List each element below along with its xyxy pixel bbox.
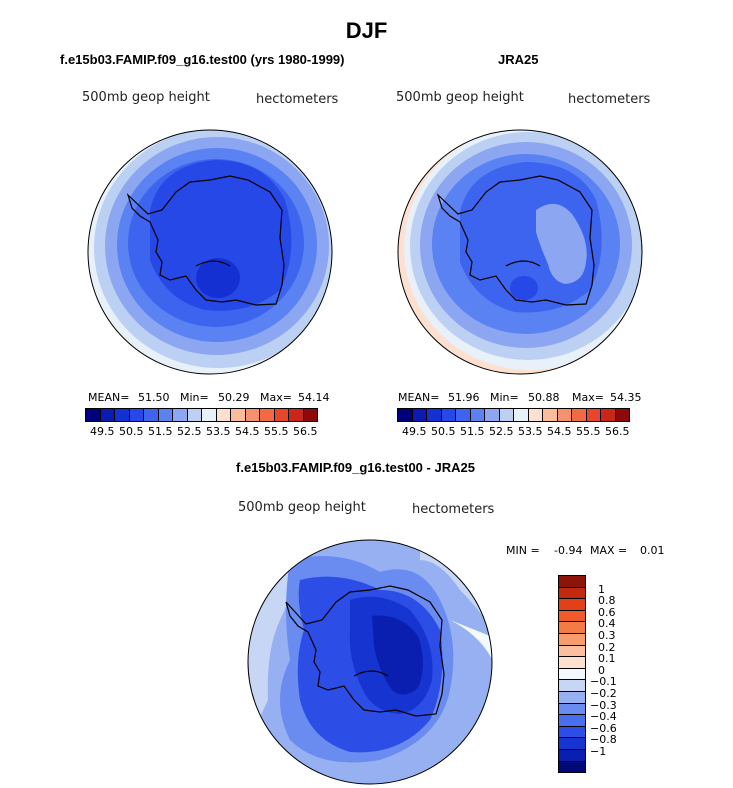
diff-colorbar: [558, 575, 586, 774]
right-min-value: 50.88: [528, 391, 560, 404]
left-max-label: Max=: [260, 391, 292, 404]
right-max-value: 54.35: [610, 391, 642, 404]
diff-units-label: hectometers: [412, 502, 495, 517]
left-map-border: [87, 129, 333, 375]
right-colorbar-ticks: 49.5 50.5 51.5 52.5 53.5 54.5 55.5 56.5: [0, 425, 733, 439]
diff-min-label: MIN =: [506, 544, 540, 557]
left-mean-label: MEAN=: [88, 391, 130, 404]
diff-colorbar-ticks: 1 0.8 0.6 0.4 0.3 0.2 0.1 0 −0.1 −0.2 −0.3 −0.4 −0.6…: [590, 576, 670, 786]
left-max-value: 54.14: [298, 391, 330, 404]
colorbar-tick-label: 54.5: [547, 425, 572, 438]
diff-colorbar-tick-label: −0.3: [590, 698, 617, 712]
diff-colorbar-tick-label: 0.4: [598, 617, 616, 631]
diff-colorbar-tick-label: −0.1: [590, 675, 617, 689]
right-min-label: Min=: [490, 391, 519, 404]
colorbar-tick-label: 52.5: [177, 425, 202, 438]
left-colorbar-ticks: 49.5 50.5 51.5 52.5 53.5 54.5 55.5 56.5: [0, 425, 733, 439]
diff-colorbar-tick-label: −1: [590, 745, 607, 758]
right-panel-subtitle: JRA25: [498, 52, 539, 67]
diff-colorbar-tick-label: 0.3: [598, 629, 616, 642]
right-max-label: Max=: [572, 391, 604, 404]
colorbar-swatch: [614, 408, 630, 422]
diff-max-value: 0.01: [640, 544, 665, 557]
colorbar-tick-label: 54.5: [235, 425, 260, 438]
colorbar-tick-label: 49.5: [402, 425, 427, 438]
diff-map-border: [247, 539, 493, 785]
left-min-label: Min=: [180, 391, 209, 404]
diff-colorbar-swatch: [558, 760, 586, 774]
colorbar-tick-label: 56.5: [293, 425, 318, 438]
diff-panel-subtitle: f.e15b03.FAMIP.f09_g16.test00 - JRA25: [236, 460, 475, 475]
diff-colorbar-tick-label: −0.6: [590, 721, 617, 735]
diff-colorbar-tick-label: 0.1: [598, 652, 616, 666]
diff-colorbar-tick-label: 0: [598, 663, 605, 677]
colorbar-tick-label: 55.5: [264, 425, 289, 438]
main-title: DJF: [345, 18, 388, 43]
right-colorbar: [397, 408, 630, 422]
colorbar-tick-label: 50.5: [431, 425, 456, 438]
diff-max-label: MAX =: [590, 544, 628, 557]
left-colorbar: [85, 408, 318, 422]
diff-min-value: -0.94: [554, 544, 583, 557]
left-panel-subtitle: f.e15b03.FAMIP.f09_g16.test00 (yrs 1980-…: [60, 52, 345, 67]
diff-colorbar-tick-label: 0.6: [598, 605, 616, 619]
right-mean-value: 51.96: [448, 391, 480, 404]
colorbar-tick-label: 51.5: [148, 425, 173, 438]
left-min-value: 50.29: [218, 391, 250, 404]
diff-contour-fill: [248, 540, 492, 784]
colorbar-tick-label: 55.5: [576, 425, 601, 438]
left-mean-value: 51.50: [138, 391, 170, 404]
right-units-label: hectometers: [568, 92, 651, 107]
diff-antarctica-coastline: [285, 585, 445, 717]
left-contour-fill: [88, 130, 332, 374]
colorbar-tick-label: 50.5: [119, 425, 144, 438]
colorbar-tick-label: 53.5: [518, 425, 543, 438]
diff-colorbar-tick-label: 0.2: [598, 640, 616, 654]
diff-colorbar-tick-label: −0.8: [590, 733, 617, 747]
diff-colorbar-tick-label: 0.8: [598, 594, 616, 608]
right-map-border: [397, 129, 643, 375]
colorbar-tick-label: 53.5: [206, 425, 231, 438]
right-field-label: 500mb geop height: [396, 90, 524, 105]
diff-colorbar-tick-label: 1: [598, 582, 605, 596]
left-antarctica-coastline: [126, 175, 285, 306]
colorbar-swatch: [302, 408, 318, 422]
colorbar-tick-label: 52.5: [489, 425, 514, 438]
right-antarctica-coastline: [436, 175, 595, 306]
colorbar-tick-label: 56.5: [605, 425, 630, 438]
right-mean-label: MEAN=: [398, 391, 440, 404]
left-field-label: 500mb geop height: [82, 90, 210, 105]
diff-field-label: 500mb geop height: [238, 500, 366, 515]
colorbar-tick-label: 49.5: [90, 425, 115, 438]
right-contour-fill: [398, 130, 642, 374]
diff-colorbar-tick-label: −0.4: [590, 710, 617, 724]
diff-colorbar-tick-label: −0.2: [590, 687, 617, 700]
colorbar-tick-label: 51.5: [460, 425, 485, 438]
left-units-label: hectometers: [256, 92, 339, 107]
